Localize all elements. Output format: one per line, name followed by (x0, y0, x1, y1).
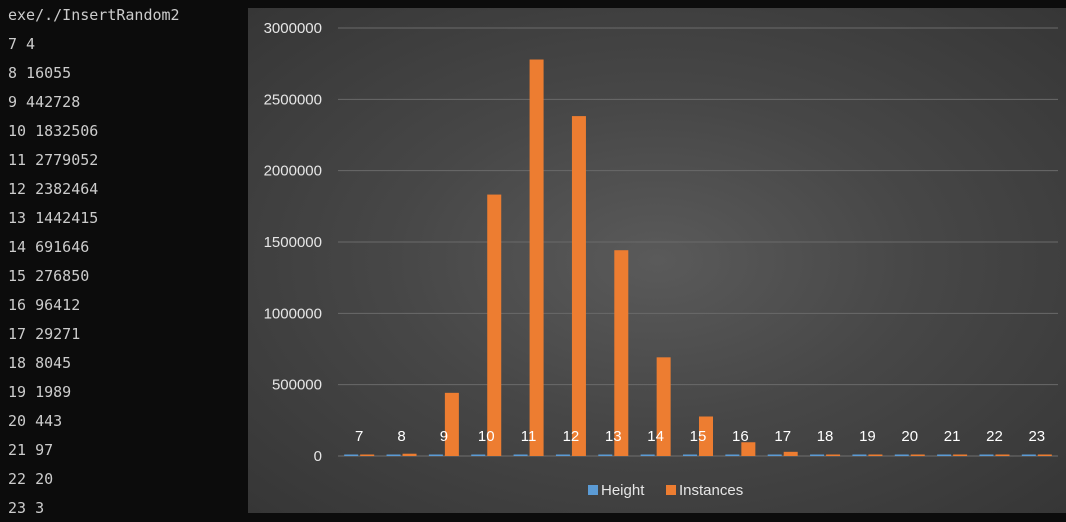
bar-instances (910, 454, 925, 456)
terminal-output-line: 20 443 (8, 412, 63, 430)
bar-height (1021, 454, 1036, 456)
bar-height (683, 454, 697, 456)
terminal-output-line: 7 4 (8, 35, 36, 53)
bar-height (640, 454, 655, 456)
bar-instances (487, 194, 502, 456)
x-tick-label: 23 (1028, 428, 1045, 445)
bar-instances (953, 454, 968, 456)
bar-height (767, 454, 782, 456)
bar-height (725, 454, 740, 456)
bar-instances (571, 116, 586, 456)
terminal-output: exe/./InsertRandom2 7 4 8 16055 9 442728 10 … (0, 0, 248, 522)
x-tick-label: 18 (817, 428, 834, 445)
bar-instances (868, 454, 883, 456)
bar-instances (1037, 454, 1052, 456)
x-tick-label: 12 (563, 428, 580, 445)
bar-height (513, 454, 528, 456)
terminal-output-line: 14 691646 (8, 238, 90, 256)
x-tick-label: 13 (605, 428, 622, 445)
bar-height (428, 454, 443, 456)
bar-chart: 0 500000 1000000 1500000 2000000 2500000 30000… (264, 20, 1058, 499)
y-tick-label: 2000000 (264, 163, 322, 180)
bar-instances (402, 453, 417, 456)
x-tick-label: 8 (397, 428, 405, 445)
x-tick-label: 22 (986, 428, 1003, 445)
x-tick-label: 15 (690, 428, 707, 445)
bar-instances (444, 392, 459, 456)
terminal-output-line: 10 1832506 (8, 122, 99, 140)
bar-height (810, 454, 825, 456)
terminal-output-line: 13 1442415 (8, 209, 99, 227)
bar-height (386, 454, 401, 456)
terminal-output-line: 19 1989 (8, 383, 72, 401)
terminal-output-line: 12 2382464 (8, 180, 99, 198)
terminal-output-line: 23 3 (8, 499, 45, 517)
terminal-command-line: exe/./InsertRandom2 (8, 6, 180, 24)
bar-instances (741, 442, 756, 456)
legend-swatch-height (588, 485, 598, 495)
terminal-output-line: 21 97 (8, 441, 54, 459)
x-tick-label: 14 (647, 428, 664, 445)
bar-instances (699, 416, 713, 456)
legend-swatch-instances (666, 485, 676, 495)
y-tick-label: 1500000 (264, 234, 322, 251)
terminal-output-line: 17 29271 (8, 325, 81, 343)
y-tick-label: 1000000 (264, 305, 322, 322)
legend-label-instances: Instances (679, 482, 743, 499)
bar-height (471, 454, 486, 456)
bar-instances (614, 250, 629, 456)
x-tick-label: 20 (901, 428, 918, 445)
terminal-output-line: 15 276850 (8, 267, 90, 285)
terminal-output-line: 11 2779052 (8, 151, 99, 169)
terminal-output-line: 18 8045 (8, 354, 72, 372)
bar-height (979, 454, 994, 456)
bar-height (894, 454, 909, 456)
bar-instances (826, 454, 841, 456)
x-tick-label: 16 (732, 428, 749, 445)
bar-instances (529, 59, 544, 457)
bar-height (937, 454, 952, 456)
legend-label-height: Height (601, 482, 645, 499)
bar-instances (783, 451, 798, 456)
y-tick-label: 3000000 (264, 20, 322, 37)
chart-panel: 0 500000 1000000 1500000 2000000 2500000 30000… (248, 8, 1066, 513)
terminal-output-line: 8 16055 (8, 64, 72, 82)
x-tick-label: 7 (355, 428, 363, 445)
terminal-output-line: 22 20 (8, 470, 54, 488)
terminal-output-line: 16 96412 (8, 296, 81, 314)
bar-instances (656, 357, 671, 456)
bar-instances (360, 454, 375, 456)
y-tick-label: 500000 (272, 377, 322, 394)
x-tick-label: 21 (944, 428, 961, 445)
x-tick-label: 9 (440, 428, 448, 445)
y-tick-label: 0 (314, 448, 322, 465)
x-tick-label: 11 (521, 428, 537, 445)
x-tick-label: 19 (859, 428, 876, 445)
bar-height (344, 454, 359, 456)
bar-height (598, 454, 613, 456)
bar-height (852, 454, 867, 456)
y-tick-label: 2500000 (264, 91, 322, 108)
x-tick-label: 17 (774, 428, 791, 445)
bar-instances (995, 454, 1010, 456)
bar-height (555, 454, 570, 456)
terminal-output-line: 9 442728 (8, 93, 81, 111)
x-tick-label: 10 (478, 428, 495, 445)
